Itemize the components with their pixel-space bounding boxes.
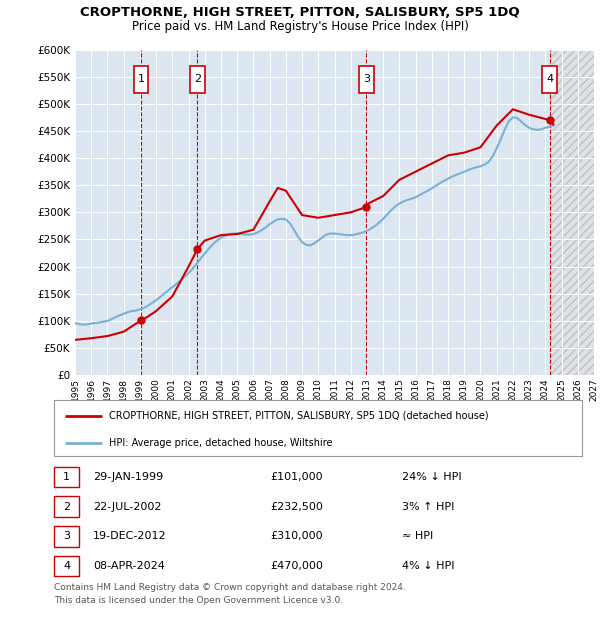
Text: 4% ↓ HPI: 4% ↓ HPI [402, 561, 455, 571]
Text: 29-JAN-1999: 29-JAN-1999 [93, 472, 163, 482]
Bar [134, 66, 148, 93]
Text: 2: 2 [194, 74, 201, 84]
Bar [542, 66, 557, 93]
Text: £101,000: £101,000 [270, 472, 323, 482]
Text: Contains HM Land Registry data © Crown copyright and database right 2024.: Contains HM Land Registry data © Crown c… [54, 583, 406, 592]
Text: 08-APR-2024: 08-APR-2024 [93, 561, 165, 571]
Text: ≈ HPI: ≈ HPI [402, 531, 433, 541]
Text: 19-DEC-2012: 19-DEC-2012 [93, 531, 167, 541]
Text: 2: 2 [63, 502, 70, 512]
Text: 3: 3 [63, 531, 70, 541]
Bar [550, 50, 594, 375]
Text: Price paid vs. HM Land Registry's House Price Index (HPI): Price paid vs. HM Land Registry's House … [131, 20, 469, 33]
Text: 22-JUL-2002: 22-JUL-2002 [93, 502, 161, 512]
Text: 4: 4 [63, 561, 70, 571]
Bar [359, 66, 374, 93]
Text: CROPTHORNE, HIGH STREET, PITTON, SALISBURY, SP5 1DQ: CROPTHORNE, HIGH STREET, PITTON, SALISBU… [80, 6, 520, 19]
Text: 3% ↑ HPI: 3% ↑ HPI [402, 502, 454, 512]
Bar [190, 66, 205, 93]
Text: 3: 3 [363, 74, 370, 84]
Text: 1: 1 [137, 74, 145, 84]
Text: 24% ↓ HPI: 24% ↓ HPI [402, 472, 461, 482]
Text: CROPTHORNE, HIGH STREET, PITTON, SALISBURY, SP5 1DQ (detached house): CROPTHORNE, HIGH STREET, PITTON, SALISBU… [109, 410, 489, 420]
Text: £232,500: £232,500 [270, 502, 323, 512]
Text: This data is licensed under the Open Government Licence v3.0.: This data is licensed under the Open Gov… [54, 596, 343, 606]
Text: HPI: Average price, detached house, Wiltshire: HPI: Average price, detached house, Wilt… [109, 438, 333, 448]
Text: 1: 1 [63, 472, 70, 482]
Text: 4: 4 [546, 74, 553, 84]
Text: £310,000: £310,000 [270, 531, 323, 541]
Text: £470,000: £470,000 [270, 561, 323, 571]
